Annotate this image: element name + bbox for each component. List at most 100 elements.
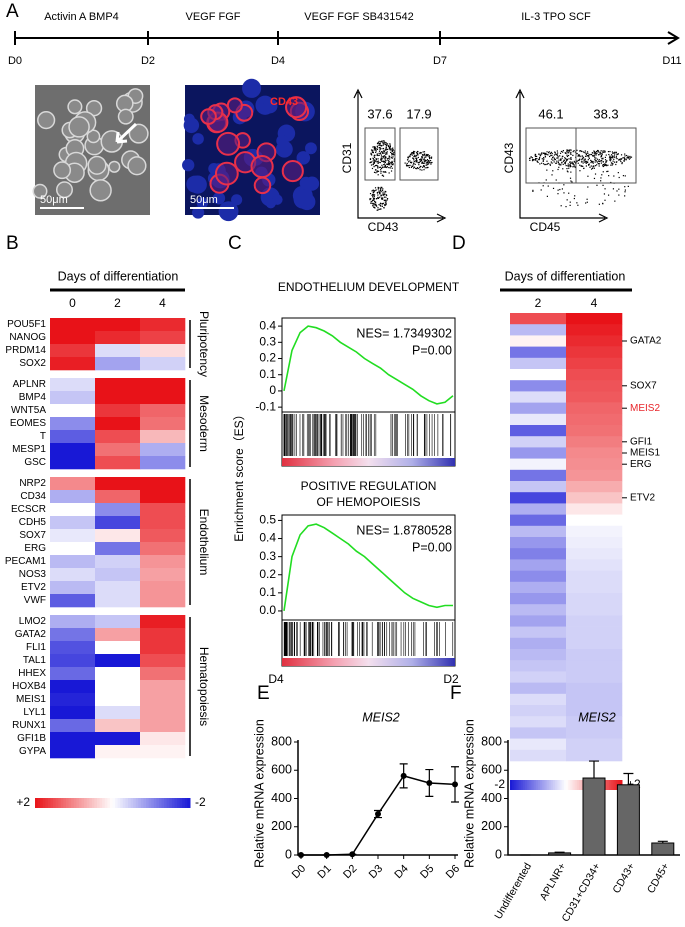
heatmap-cell bbox=[566, 671, 623, 683]
event-dot bbox=[590, 153, 593, 156]
event-dot bbox=[423, 162, 425, 165]
event-dot bbox=[612, 188, 615, 190]
event-dot bbox=[571, 181, 573, 183]
event-dot bbox=[373, 191, 375, 194]
event-dot bbox=[417, 156, 419, 159]
event-dot bbox=[584, 152, 586, 154]
heatmap-cell bbox=[95, 378, 141, 392]
event-dot bbox=[550, 154, 552, 157]
event-dot bbox=[421, 154, 424, 156]
event-dot bbox=[531, 157, 534, 159]
event-dot bbox=[391, 150, 393, 152]
heatmap-cell bbox=[566, 593, 623, 605]
gene-label: ETV2 bbox=[21, 582, 46, 593]
event-dot bbox=[375, 204, 377, 206]
heatmap-cell bbox=[140, 732, 186, 746]
event-dot bbox=[535, 155, 538, 158]
colorbar-cell bbox=[179, 798, 183, 808]
event-dot bbox=[586, 151, 589, 153]
event-dot bbox=[624, 175, 626, 177]
event-dot bbox=[379, 142, 381, 144]
event-dot bbox=[594, 173, 597, 175]
event-dot bbox=[385, 147, 387, 149]
event-dot bbox=[419, 169, 421, 171]
event-dot bbox=[373, 162, 375, 164]
heatmap-cell bbox=[510, 637, 567, 650]
column-label: 2 bbox=[114, 296, 121, 310]
event-dot bbox=[618, 158, 620, 161]
heatmap-cell bbox=[95, 529, 141, 543]
event-dot bbox=[391, 154, 393, 156]
event-dot bbox=[391, 148, 393, 150]
heatmap-cell bbox=[50, 456, 96, 470]
heatmap-cell bbox=[50, 628, 96, 642]
gene-label: MEIS2 bbox=[630, 403, 660, 414]
colorbar-cell bbox=[53, 798, 57, 808]
event-dot bbox=[369, 158, 372, 161]
event-dot bbox=[416, 168, 418, 170]
event-dot bbox=[391, 152, 393, 155]
event-dot bbox=[413, 160, 415, 163]
event-dot bbox=[577, 159, 579, 161]
event-dot bbox=[624, 155, 626, 157]
colorbar-cell bbox=[138, 798, 142, 808]
colorbar-cell bbox=[558, 780, 561, 790]
event-dot bbox=[384, 202, 387, 204]
colorbar-cell bbox=[73, 798, 77, 808]
heatmap-cell bbox=[510, 458, 567, 471]
event-dot bbox=[379, 144, 381, 146]
event-dot bbox=[426, 164, 428, 166]
event-dot bbox=[619, 158, 621, 161]
event-dot bbox=[425, 159, 427, 161]
colorbar-cell bbox=[580, 780, 584, 790]
event-dot bbox=[587, 163, 590, 166]
event-dot bbox=[369, 158, 372, 160]
event-dot bbox=[609, 157, 612, 159]
event-dot bbox=[375, 151, 377, 153]
event-dot bbox=[389, 156, 391, 158]
event-dot bbox=[562, 155, 564, 157]
heatmap-cell bbox=[140, 490, 186, 504]
event-dot bbox=[595, 154, 597, 156]
colorbar-cell bbox=[133, 798, 137, 808]
event-dot bbox=[380, 205, 382, 207]
event-dot bbox=[392, 163, 394, 165]
colorbar-cell bbox=[541, 780, 545, 790]
event-dot bbox=[568, 167, 570, 169]
event-dot bbox=[369, 192, 372, 195]
event-dot bbox=[615, 151, 617, 153]
event-dot bbox=[406, 162, 408, 165]
event-dot bbox=[380, 170, 382, 173]
cell bbox=[37, 110, 56, 130]
event-dot bbox=[383, 193, 385, 195]
event-dot bbox=[417, 167, 419, 170]
colorbar-cell bbox=[107, 798, 111, 808]
heatmap-cell bbox=[510, 548, 567, 560]
event-dot bbox=[581, 150, 583, 153]
event-dot bbox=[600, 180, 602, 182]
event-dot bbox=[586, 161, 588, 163]
event-dot bbox=[586, 201, 588, 203]
event-dot bbox=[384, 204, 386, 206]
event-dot bbox=[592, 166, 594, 168]
event-dot bbox=[550, 161, 552, 163]
event-dot bbox=[392, 153, 394, 155]
heatmap-cell bbox=[140, 331, 186, 345]
event-dot bbox=[413, 157, 415, 159]
event-dot bbox=[380, 208, 382, 210]
event-dot bbox=[413, 166, 416, 168]
event-dot bbox=[374, 148, 376, 150]
gene-label: HOXB4 bbox=[12, 681, 46, 692]
event-dot bbox=[586, 198, 588, 200]
event-dot bbox=[373, 199, 375, 201]
bar bbox=[548, 852, 572, 856]
event-dot bbox=[612, 152, 614, 155]
heatmap-cell bbox=[50, 654, 96, 668]
event-dot bbox=[416, 151, 418, 154]
event-dot bbox=[378, 154, 380, 156]
event-dot bbox=[620, 160, 622, 163]
event-dot bbox=[605, 161, 607, 163]
nucleus bbox=[186, 175, 204, 193]
heatmap-cell bbox=[140, 542, 186, 556]
event-dot bbox=[573, 160, 575, 163]
